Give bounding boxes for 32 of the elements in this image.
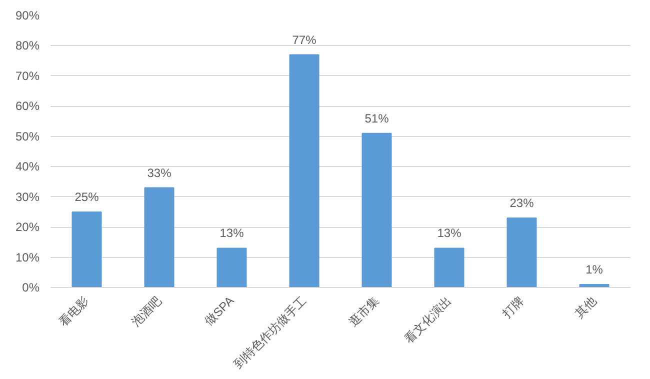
data-label: 1%: [586, 262, 604, 276]
x-tick-label: 打牌: [499, 294, 527, 322]
x-tick-label: 泡酒吧: [128, 294, 164, 329]
data-label: 25%: [74, 190, 100, 204]
bar: [144, 187, 174, 288]
y-tick-label: 10%: [15, 250, 40, 264]
y-tick-label: 30%: [15, 190, 40, 204]
y-tick-label: 40%: [15, 160, 40, 174]
data-label: 13%: [437, 226, 462, 240]
x-tick-label: 看电影: [56, 294, 92, 329]
data-label: 13%: [220, 226, 244, 240]
x-tick-label: 其他: [572, 294, 600, 320]
y-tick-label: 20%: [15, 220, 40, 234]
bar: [289, 54, 320, 288]
y-tick-label: 60%: [15, 99, 40, 114]
bar: [216, 248, 247, 288]
data-label: 51%: [364, 111, 390, 126]
y-tick-label: 0%: [22, 280, 40, 294]
x-tick-label: 看文化演出: [402, 294, 454, 346]
y-tick-label: 70%: [15, 68, 40, 83]
bar: [434, 248, 464, 288]
data-label: 33%: [147, 166, 172, 180]
x-tick-label: 逛市集: [346, 294, 382, 329]
bar: [362, 132, 392, 288]
y-tick-label: 90%: [15, 8, 40, 22]
bar: [72, 211, 102, 288]
data-label: 77%: [292, 32, 317, 47]
data-label: 23%: [510, 196, 534, 210]
y-tick-label: 80%: [15, 38, 40, 53]
y-tick-label: 50%: [15, 129, 40, 144]
bar: [506, 217, 537, 288]
x-tick-label: 做SPA: [202, 294, 237, 328]
